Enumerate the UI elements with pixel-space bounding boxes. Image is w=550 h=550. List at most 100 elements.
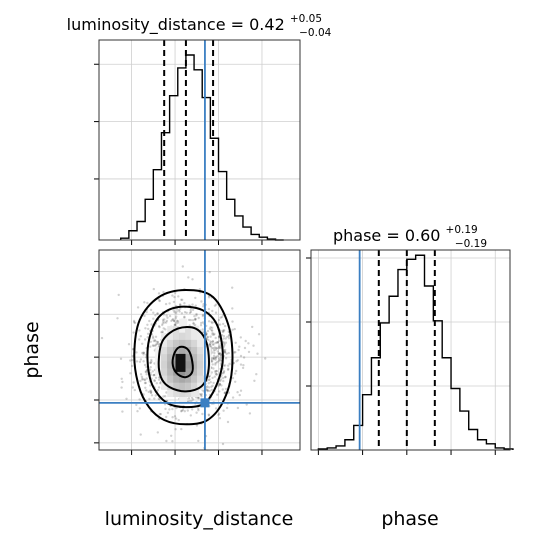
- sample-point: [154, 314, 157, 317]
- sample-point: [178, 303, 182, 306]
- sample-point: [139, 335, 142, 338]
- sample-point: [207, 320, 211, 323]
- sample-point: [189, 414, 192, 417]
- sample-point: [183, 316, 186, 319]
- sample-point: [214, 311, 218, 314]
- sample-point: [214, 363, 217, 366]
- sample-point: [164, 328, 167, 331]
- sample-point: [150, 358, 153, 362]
- panel-frame: [98, 249, 301, 451]
- sample-point: [144, 370, 148, 373]
- sample-point: [194, 317, 197, 321]
- sample-point: [120, 386, 123, 389]
- sample-point: [120, 377, 123, 380]
- density-cell: [167, 375, 176, 390]
- sample-point: [181, 298, 184, 301]
- sample-point: [228, 362, 231, 365]
- sample-point: [214, 358, 217, 361]
- sample-point: [211, 384, 214, 387]
- sample-point: [218, 382, 221, 386]
- sample-point: [197, 397, 201, 400]
- sample-point: [162, 290, 165, 294]
- sample-point: [200, 300, 203, 303]
- sample-point: [210, 360, 214, 363]
- sample-point: [199, 324, 203, 327]
- sample-point: [242, 356, 246, 359]
- sample-point: [171, 294, 174, 297]
- sample-point: [178, 310, 181, 313]
- density-cell: [179, 368, 188, 383]
- sample-point: [190, 396, 194, 399]
- sample-point: [218, 417, 222, 420]
- sample-point: [200, 392, 203, 396]
- sample-point: [206, 389, 210, 392]
- sample-point: [154, 344, 157, 347]
- density-cell: [191, 347, 200, 362]
- sample-point: [208, 343, 212, 347]
- sample-point: [194, 296, 197, 300]
- sample-point: [222, 370, 226, 373]
- density-cell: [161, 347, 170, 362]
- sample-point: [149, 366, 152, 369]
- sample-point: [223, 343, 226, 346]
- sample-point: [206, 336, 209, 339]
- sample-point: [219, 356, 223, 360]
- sample-point: [149, 308, 153, 312]
- sample-point: [161, 318, 165, 321]
- sample-point: [205, 388, 209, 391]
- sample-point: [159, 412, 162, 416]
- sample-point: [160, 331, 163, 334]
- sample-point: [192, 322, 195, 325]
- sample-point: [154, 394, 157, 397]
- sample-point: [168, 408, 171, 411]
- sample-point: [224, 348, 227, 352]
- sample-point: [174, 323, 177, 326]
- sample-point: [239, 336, 242, 339]
- sample-point: [219, 316, 222, 319]
- sample-point: [146, 332, 150, 335]
- sample-point: [152, 374, 156, 377]
- sample-point: [212, 349, 216, 352]
- sample-point: [251, 325, 254, 329]
- panel-frame: [98, 39, 301, 241]
- density-cell: [179, 333, 188, 347]
- sample-point: [213, 375, 216, 378]
- sample-point: [214, 407, 218, 410]
- sample-point: [149, 391, 153, 395]
- sample-point: [196, 396, 200, 400]
- sample-point: [194, 323, 197, 327]
- sample-point: [153, 362, 156, 365]
- sample-point: [209, 381, 212, 384]
- sample-point: [171, 407, 174, 411]
- x-axis-label-luminosity-distance: luminosity_distance: [105, 508, 294, 530]
- density-cell: [203, 347, 212, 362]
- sample-point: [174, 317, 177, 320]
- sample-point: [218, 352, 221, 355]
- sample-point: [181, 408, 185, 412]
- sample-point: [212, 367, 215, 370]
- density-cell: [185, 325, 194, 340]
- density-cell: [161, 340, 170, 355]
- sample-point: [221, 330, 225, 334]
- sample-point: [201, 328, 204, 331]
- sample-point: [205, 332, 208, 336]
- sample-point: [193, 315, 196, 318]
- sample-point: [208, 389, 211, 393]
- sample-point: [223, 324, 227, 328]
- sample-point: [187, 318, 191, 322]
- sample-point: [248, 412, 252, 415]
- sample-point: [149, 390, 153, 393]
- density-cell: [179, 375, 188, 390]
- sample-point: [264, 357, 267, 360]
- sample-point: [231, 286, 234, 289]
- sample-point: [215, 341, 218, 344]
- sample-point: [239, 389, 243, 392]
- sample-point: [197, 439, 200, 443]
- sample-point: [216, 350, 219, 353]
- sample-point: [168, 314, 172, 318]
- sample-point: [156, 340, 159, 344]
- density-cell: [185, 354, 194, 369]
- sample-point: [222, 322, 225, 326]
- sample-point: [143, 381, 147, 385]
